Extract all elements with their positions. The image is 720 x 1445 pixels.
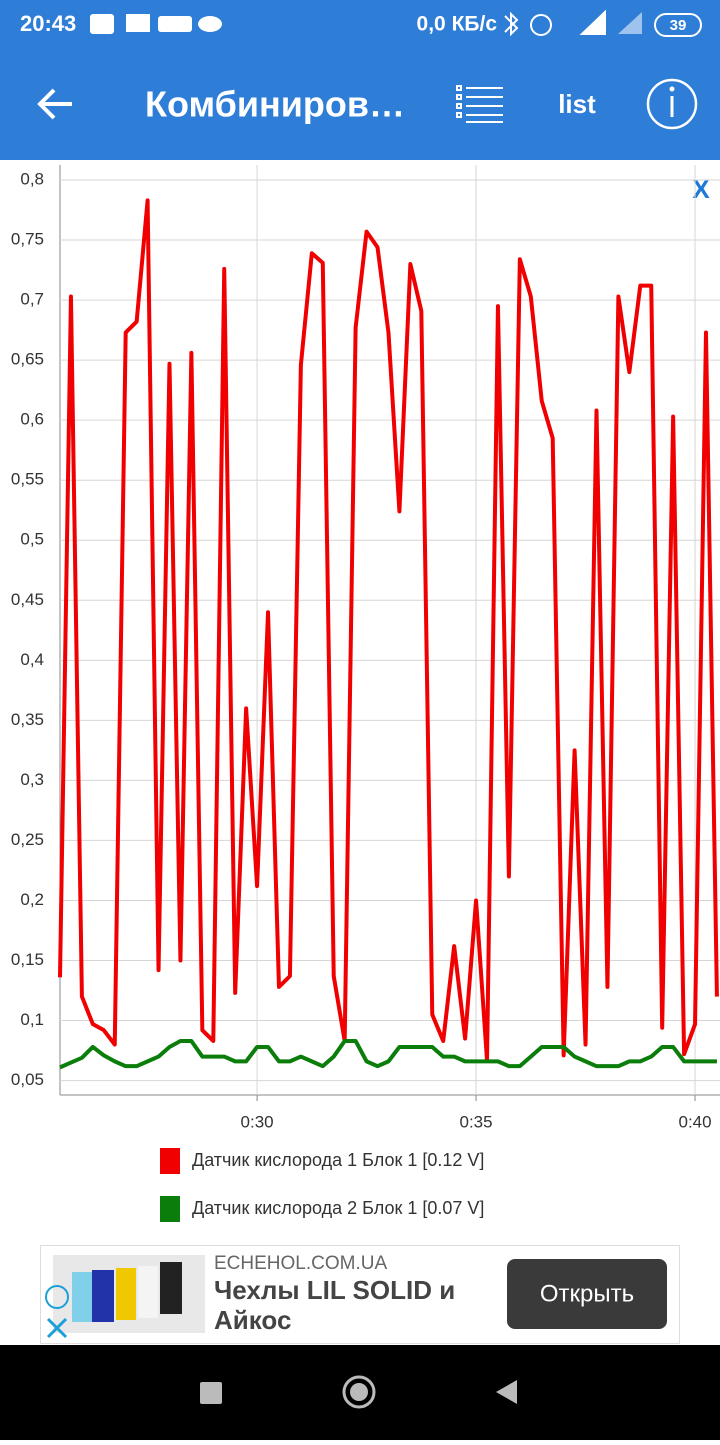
y-tick-label: 0,65 (11, 350, 44, 369)
ad-title: Чехлы LIL SOLID и (214, 1275, 455, 1305)
nav-home[interactable] (342, 1375, 376, 1409)
y-tick-label: 0,05 (11, 1070, 44, 1089)
nav-recent[interactable] (200, 1382, 222, 1404)
nav-home-dot (350, 1383, 368, 1401)
y-tick-label: 0,7 (20, 290, 44, 309)
ad-info-icon[interactable] (45, 1285, 69, 1309)
list-button[interactable]: list (558, 89, 596, 119)
status-icons-right (504, 9, 702, 37)
x-tick-label: 0:30 (241, 1112, 274, 1131)
y-tick-label: 0,1 (20, 1010, 44, 1029)
ad-title: Айкос (214, 1305, 291, 1335)
ad-button-label[interactable]: Открыть (540, 1280, 634, 1307)
y-tick-label: 0,25 (11, 830, 44, 849)
close-chart[interactable]: X (692, 174, 710, 204)
legend-label: Датчик кислорода 2 Блок 1 [0.07 V] (192, 1198, 484, 1218)
screen-title: Комбиниров… (145, 84, 405, 125)
chart: X 0,05 0,1 0,15 0,2 0,25 0,3 0,35 0,4 0,45 0,5 0,5… (11, 165, 720, 1131)
legend-swatch (160, 1148, 180, 1174)
y-tick-label: 0,15 (11, 950, 44, 969)
back-button[interactable] (37, 88, 72, 120)
y-tick-label: 0,45 (11, 590, 44, 609)
y-tick-label: 0,5 (20, 530, 44, 549)
menu-button[interactable] (456, 85, 503, 123)
y-tick-label: 0,3 (20, 770, 44, 789)
status-time: 20:43 (20, 11, 76, 36)
ad-button[interactable] (507, 1259, 667, 1329)
y-tick-label: 0,35 (11, 710, 44, 729)
y-tick-label: 0,55 (11, 470, 44, 489)
data-line (58, 198, 719, 1063)
data-line (59, 1038, 717, 1070)
legend-swatch (160, 1196, 180, 1222)
x-tick-label: 0:40 (678, 1112, 711, 1131)
y-tick-label: 0,8 (20, 169, 44, 188)
y-tick-label: 0,6 (20, 410, 44, 429)
status-icons (90, 14, 222, 34)
ad-image (53, 1255, 205, 1333)
y-tick-label: 0,75 (11, 230, 44, 249)
info-button[interactable] (646, 78, 698, 130)
status-speed: 0,0 КБ/с (417, 13, 498, 36)
ad-domain: ECHEHOL.COM.UA (214, 1253, 387, 1274)
nav-back[interactable] (496, 1380, 517, 1404)
y-tick-label: 0,4 (20, 650, 44, 669)
battery-level: 39 (670, 17, 687, 34)
y-tick-label: 0,2 (20, 890, 44, 909)
x-tick-label: 0:35 (460, 1112, 493, 1131)
legend-label: Датчик кислорода 1 Блок 1 [0.12 V] (192, 1150, 484, 1170)
ad-close-icon[interactable] (46, 1317, 68, 1339)
